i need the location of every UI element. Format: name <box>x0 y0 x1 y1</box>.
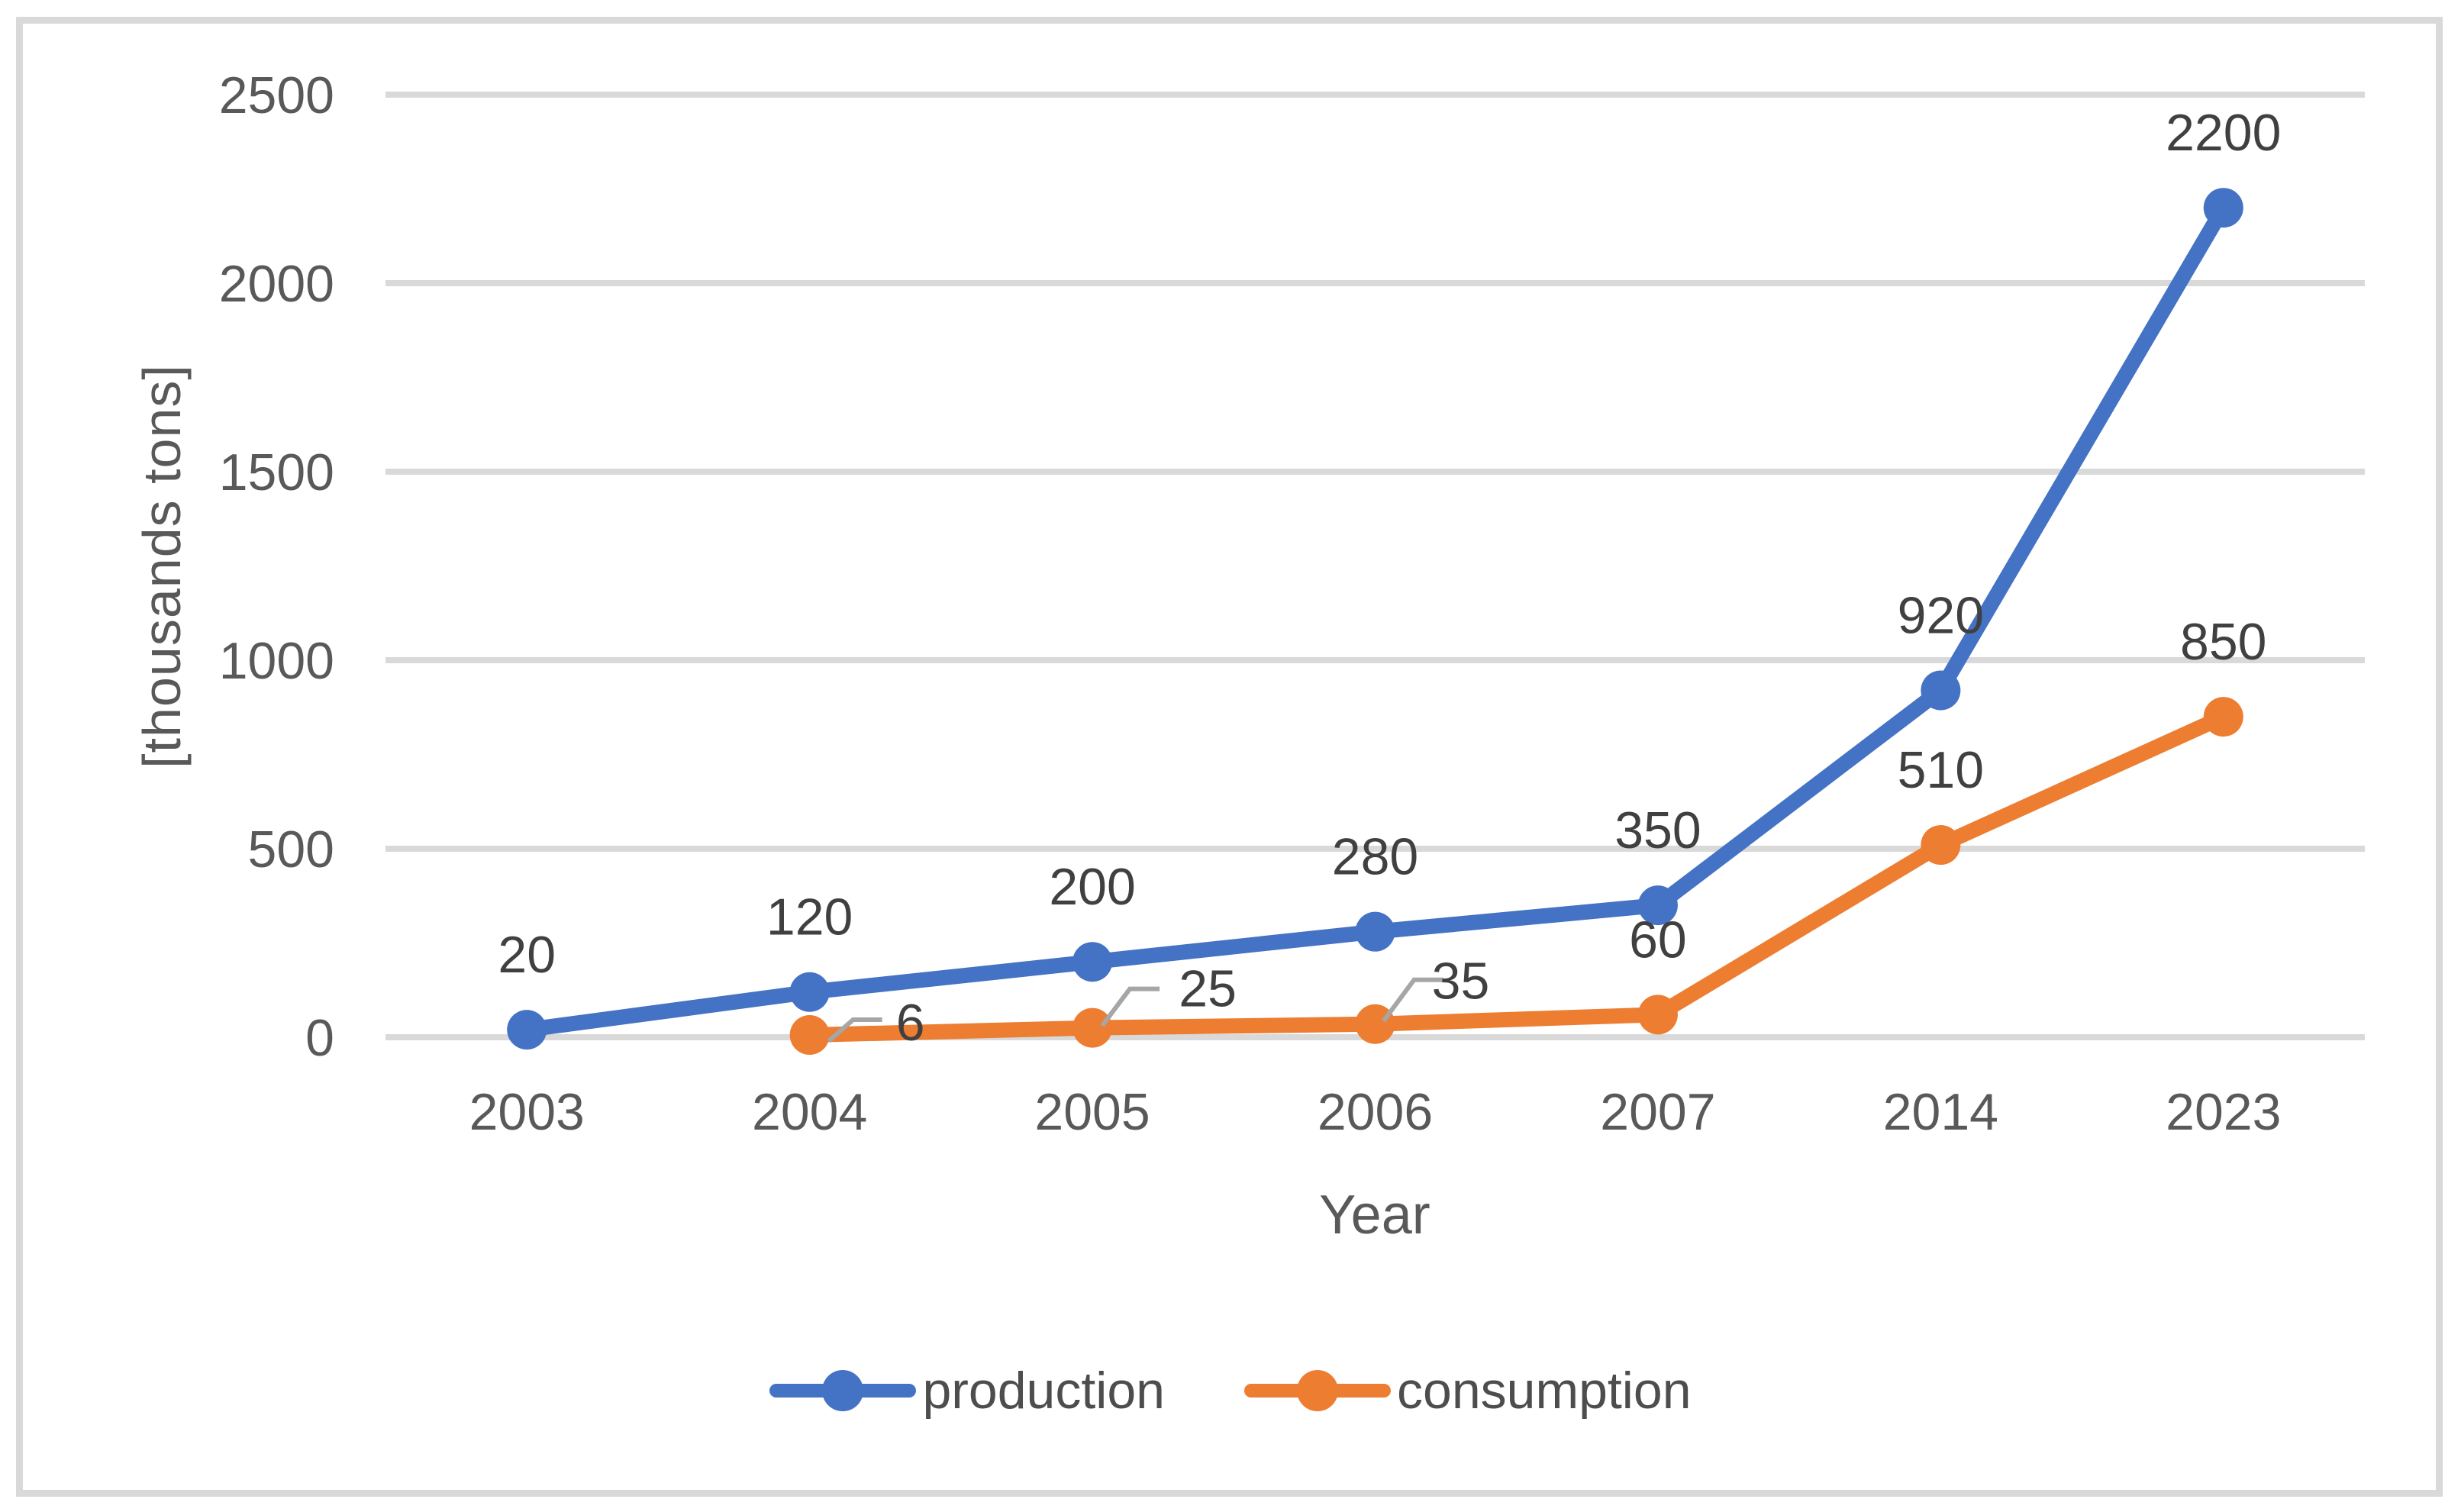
production-marker-2007 <box>1637 885 1678 926</box>
legend: production consumption <box>0 1360 2461 1421</box>
consumption-marker-2014 <box>1921 825 1961 866</box>
production-data-label-2007: 350 <box>1614 801 1701 859</box>
y-axis-title: [thousands tons] <box>132 364 192 769</box>
xtick-label-2006: 2006 <box>1318 1083 1433 1141</box>
consumption-marker-2004 <box>789 1015 830 1056</box>
ytick-label-2500: 2500 <box>219 66 334 124</box>
consumption-data-label-2014: 510 <box>1898 741 1984 799</box>
production-marker-2004 <box>789 972 830 1012</box>
consumption-legend-key <box>1244 1360 1391 1421</box>
ytick-label-0: 0 <box>305 1009 334 1067</box>
consumption-marker-2007 <box>1637 995 1678 1035</box>
production-data-label-2023: 2200 <box>2166 104 2281 162</box>
consumption-data-label-2007: 60 <box>1629 911 1687 969</box>
production-data-label-2004: 120 <box>766 888 853 946</box>
production-data-label-2006: 280 <box>1332 828 1418 886</box>
xtick-label-2007: 2007 <box>1600 1083 1715 1141</box>
production-marker-2014 <box>1921 670 1961 711</box>
production-data-label-2005: 200 <box>1049 858 1135 916</box>
production-data-label-2014: 920 <box>1898 587 1984 645</box>
xtick-label-2005: 2005 <box>1034 1083 1150 1141</box>
ytick-label-1000: 1000 <box>219 632 334 690</box>
production-marker-2005 <box>1072 942 1113 982</box>
xtick-label-2004: 2004 <box>752 1083 867 1141</box>
xtick-label-2023: 2023 <box>2166 1083 2281 1141</box>
production-legend-key <box>769 1360 917 1421</box>
ytick-label-1500: 1500 <box>219 443 334 501</box>
consumption-legend-marker-icon <box>1297 1370 1338 1411</box>
consumption-data-label-2006: 35 <box>1432 953 1490 1011</box>
consumption-callout-leader-2005 <box>1100 986 1160 1027</box>
production-marker-2023 <box>2203 188 2243 228</box>
production-marker-2006 <box>1355 911 1395 952</box>
consumption-marker-2005 <box>1072 1007 1113 1048</box>
consumption-data-label-2005: 25 <box>1179 960 1237 1018</box>
consumption-callout-leader-2006 <box>1382 977 1443 1023</box>
consumption-marker-2023 <box>2203 697 2243 737</box>
legend-item-production: production <box>769 1360 1165 1421</box>
production-legend-marker-icon <box>822 1370 864 1411</box>
consumption-data-label-2004: 6 <box>896 994 925 1052</box>
x-axis-title: Year <box>1319 1185 1430 1246</box>
consumption-callout-leader-2004 <box>827 1017 882 1043</box>
ytick-label-500: 500 <box>248 820 334 879</box>
ytick-label-2000: 2000 <box>219 255 334 313</box>
production-data-label-2003: 20 <box>498 926 556 984</box>
consumption-marker-2006 <box>1355 1004 1395 1044</box>
xtick-label-2014: 2014 <box>1883 1083 1998 1141</box>
production-marker-2003 <box>507 1010 547 1050</box>
legend-item-consumption: consumption <box>1244 1360 1692 1421</box>
legend-label-production: production <box>922 1362 1165 1420</box>
legend-label-consumption: consumption <box>1397 1362 1692 1420</box>
consumption-data-label-2023: 850 <box>2180 613 2266 671</box>
consumption-line <box>802 709 2231 1043</box>
xtick-label-2003: 2003 <box>469 1083 585 1141</box>
